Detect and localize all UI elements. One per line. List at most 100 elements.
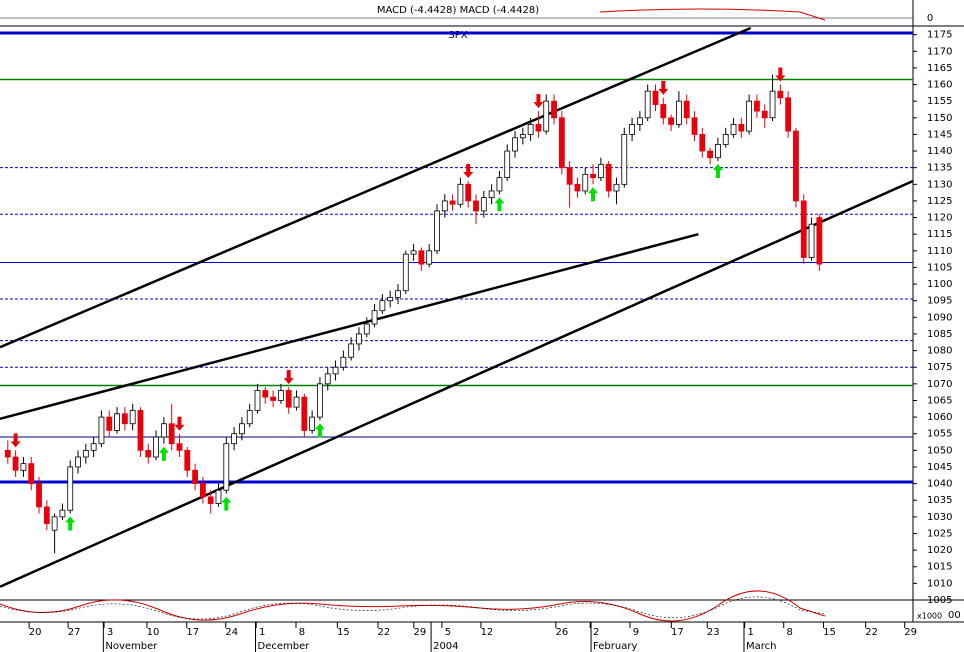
candle-body: [215, 489, 222, 504]
candle-body: [262, 390, 269, 398]
candle-body: [582, 173, 589, 192]
candle-body: [808, 223, 815, 258]
candle-body: [410, 250, 417, 255]
candle-body: [785, 97, 792, 132]
buy-arrow: [314, 423, 325, 438]
candle-body: [590, 173, 596, 179]
buy-arrow: [494, 197, 505, 212]
candle-body: [769, 90, 776, 119]
y-tick-label: 1095: [927, 296, 952, 307]
candle-body: [137, 410, 144, 451]
candle-body: [441, 200, 448, 212]
candle-body: [98, 416, 105, 445]
candle-body: [168, 423, 175, 445]
candle-body: [629, 124, 635, 135]
candle-body: [777, 90, 784, 99]
y-tick-label: 1155: [927, 96, 952, 107]
candle-body: [793, 130, 799, 202]
candle-body: [519, 134, 526, 139]
y-tick-label: 1030: [927, 512, 952, 523]
month-label: March: [746, 641, 776, 652]
candle-body: [129, 410, 136, 425]
y-tick-label: 1020: [927, 545, 952, 556]
y-tick-label: 1050: [927, 445, 952, 456]
candle-body: [12, 456, 19, 471]
candle-body: [348, 343, 355, 358]
indicator-zero-label: 0: [927, 13, 933, 24]
x-tick-label: 26: [555, 627, 568, 638]
month-label: February: [593, 641, 637, 652]
candle-body: [465, 183, 472, 202]
candle-body: [160, 423, 167, 438]
macd-line: [599, 8, 826, 21]
y-tick-label: 1170: [927, 46, 952, 57]
y-tick-label: 1040: [927, 479, 952, 490]
candle-body: [597, 163, 604, 179]
candle-body: [746, 100, 753, 132]
y-tick-label: 1025: [927, 528, 952, 539]
y-tick-label: 1055: [927, 429, 952, 440]
buy-arrow: [588, 187, 599, 202]
y-tick-label: 1045: [927, 462, 952, 473]
x-tick-label: 8: [299, 627, 305, 638]
y-tick-label: 1075: [927, 362, 952, 373]
candle-body: [722, 134, 729, 145]
candle-body: [20, 463, 27, 471]
candle-body: [270, 396, 277, 401]
candle-body: [816, 217, 823, 265]
buy-arrow: [158, 446, 169, 461]
candle-body: [340, 356, 347, 368]
candle-body: [293, 396, 300, 408]
x-tick-label: 17: [186, 627, 199, 638]
y-tick-label: 1065: [927, 395, 952, 406]
trend-line: [0, 26, 752, 349]
candle-body: [43, 506, 50, 524]
x-tick-label: 9: [633, 627, 639, 638]
candle-body: [675, 100, 682, 125]
candle-body: [652, 90, 659, 105]
y-tick-label: 1175: [927, 30, 952, 41]
lower-panel-label: x1000: [917, 612, 942, 621]
candle-body: [551, 100, 557, 119]
x-tick-label: 23: [707, 627, 720, 638]
y-tick-label: 1130: [927, 179, 952, 190]
candle-body: [683, 100, 690, 119]
sell-arrow: [283, 370, 294, 385]
x-tick-label: 15: [823, 627, 836, 638]
sell-arrow: [463, 163, 474, 178]
candle-body: [106, 416, 113, 431]
x-tick-label: 22: [865, 627, 878, 638]
candle-body: [363, 323, 370, 335]
candle-body: [488, 190, 495, 199]
lower-panel-value-label: 00: [948, 610, 961, 621]
y-tick-label: 1145: [927, 129, 952, 140]
candle-body: [246, 410, 253, 425]
x-tick-label: 2: [593, 627, 599, 638]
y-tick-label: 1015: [927, 562, 952, 573]
sell-arrow: [174, 416, 185, 431]
candle-body: [75, 456, 81, 468]
indicator-line: [0, 590, 826, 622]
x-tick-label: 24: [225, 627, 238, 638]
candle-body: [402, 253, 409, 292]
buy-arrow: [221, 496, 232, 511]
candle-body: [51, 516, 58, 531]
candle-body: [761, 110, 768, 119]
candle-body: [636, 117, 643, 125]
candle-body: [395, 290, 401, 298]
candle-body: [59, 509, 66, 518]
candle-body: [691, 117, 698, 135]
candle-body: [317, 383, 323, 418]
candle-body: [67, 466, 74, 511]
candle-body: [324, 373, 331, 385]
y-tick-label: 1085: [927, 329, 952, 340]
candle-body: [239, 423, 245, 435]
candle-body: [332, 366, 339, 375]
sell-arrow: [10, 433, 21, 448]
x-tick-label: 8: [787, 627, 793, 638]
x-tick-label: 1: [748, 627, 754, 638]
candle-body: [184, 449, 191, 471]
trend-line: [0, 179, 914, 588]
y-tick-label: 1150: [927, 113, 952, 124]
